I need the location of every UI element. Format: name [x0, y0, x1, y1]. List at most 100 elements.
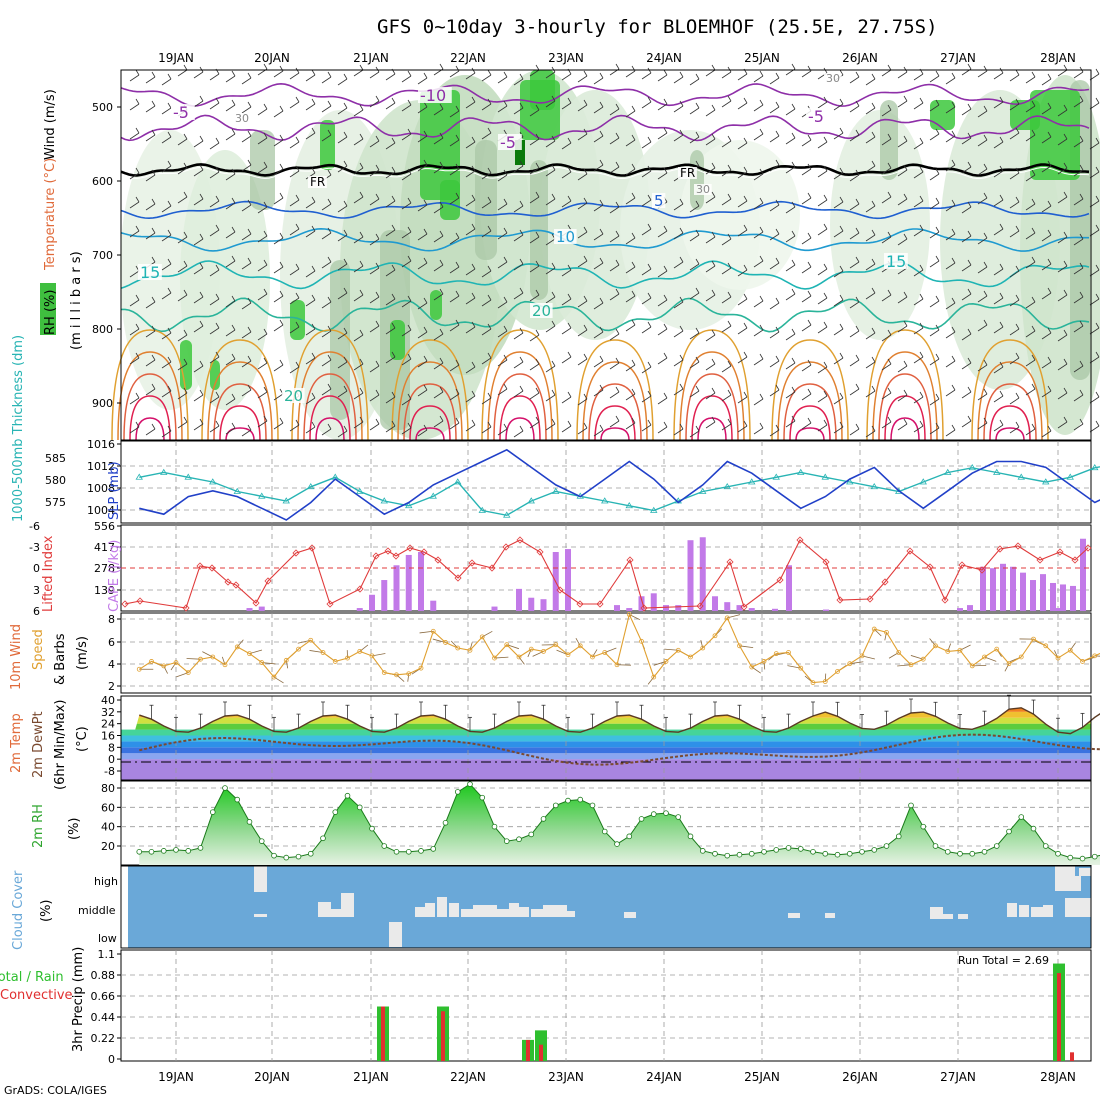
wind10-point	[443, 640, 448, 645]
wind10-barb	[469, 642, 473, 651]
cape-bar	[823, 609, 829, 611]
thickness-point	[797, 468, 805, 475]
precip-label-b: Convective	[0, 988, 73, 1003]
top-date-label: 24JAN	[646, 51, 682, 65]
precip-label-c: 3hr Precip (mm)	[71, 947, 86, 1052]
rh2m-point	[442, 819, 449, 826]
wind10-point	[1031, 636, 1036, 642]
lifted-index-point	[224, 578, 232, 586]
thickness-point	[650, 506, 658, 513]
temp-tick-label: 8	[108, 741, 115, 754]
wind10-barb	[592, 649, 598, 658]
rh2m-point	[467, 781, 473, 787]
rh2m-point	[797, 846, 804, 852]
cape-bar	[381, 580, 388, 611]
lifted-index-point	[516, 536, 524, 544]
wind10-tick-label: 8	[108, 613, 115, 626]
top-date-label: 26JAN	[842, 51, 878, 65]
pressure-tick-label: 600	[92, 175, 113, 188]
wind10-point	[884, 630, 889, 635]
wind10-point	[259, 660, 265, 665]
rh2m-point	[577, 796, 584, 803]
wind10-point	[1006, 661, 1012, 667]
rh2m-point	[993, 843, 1000, 849]
wind10-point	[871, 626, 877, 632]
cloud-gap	[341, 893, 354, 917]
wind10-point	[933, 643, 938, 649]
rh2m-point	[222, 785, 228, 791]
rh2m-point	[871, 847, 878, 853]
rh2m-point	[516, 836, 522, 843]
lifted-index-point	[626, 556, 634, 564]
wind10-barb	[407, 673, 410, 682]
wind10-point	[602, 650, 608, 655]
footer: GrADS: COLA/IGES	[4, 1084, 107, 1097]
lifted-index-point	[776, 576, 784, 584]
rh2m-point	[810, 848, 816, 855]
thickness-label: 1000-500mb Thickness (dm)	[11, 335, 26, 522]
cloud-gap	[254, 914, 267, 917]
lifted-index-point	[372, 552, 380, 560]
rh2m-point	[479, 794, 486, 801]
cape-bar	[1050, 582, 1056, 611]
top-date-label: 22JAN	[450, 51, 486, 65]
rh2m-point	[626, 833, 633, 840]
rh2m-label-b: (%)	[67, 818, 82, 841]
cloud-gap	[1065, 898, 1091, 917]
lifted-index-point	[454, 574, 462, 582]
wind10-point	[982, 654, 987, 660]
temp-tick-label: 16	[101, 730, 115, 743]
pressure-tick-label: 500	[92, 101, 113, 114]
lifted-index-point	[926, 563, 934, 571]
wind10-point	[136, 666, 142, 672]
rh2m-point	[148, 848, 155, 855]
isotherm-labels: -10 -5 -5 -5 FR FR 5 10 15 15 20 20 30 30 30	[138, 72, 908, 405]
isotherm-label: -5	[500, 133, 516, 152]
wind10-barb	[700, 640, 704, 649]
rh2m-point	[430, 846, 437, 852]
wind10-point	[185, 670, 191, 675]
wind10-point	[308, 637, 314, 643]
wind-label: Wind (m/s)	[43, 89, 58, 160]
temp2m-label-a: 2m Temp	[9, 713, 24, 773]
rh2m-point	[785, 845, 792, 851]
cape-bar	[405, 554, 412, 611]
wind10-barb	[527, 648, 532, 658]
wind10-point	[724, 615, 730, 621]
wind10-point	[357, 648, 363, 654]
cloud-gap	[1019, 905, 1029, 917]
rh2m-tick-label: 20	[101, 840, 115, 853]
rh2m-point	[197, 845, 204, 851]
cloud-panel: high middle low Cloud Cover (%)	[11, 865, 1092, 950]
thickness-point	[772, 473, 780, 480]
pressure-axis: 500 600 700 800 900	[92, 101, 121, 410]
rh2m-point	[712, 850, 718, 857]
cloud-gap	[497, 909, 509, 917]
wind10-point	[663, 659, 669, 664]
wind10-point	[492, 655, 497, 661]
cape-bar	[675, 605, 682, 611]
lifted-index-markers	[121, 536, 1092, 612]
wind10-tick-label: 6	[108, 636, 115, 649]
cloud-level-middle: middle	[78, 904, 116, 917]
temp-tick-label: -8	[104, 765, 115, 778]
thickness-point	[944, 468, 952, 475]
wind10-point	[173, 660, 179, 665]
wind10-barb	[518, 656, 525, 665]
top-date-label: 25JAN	[744, 51, 780, 65]
thickness-point	[478, 506, 486, 513]
cape-bar	[528, 597, 535, 611]
cloud-gap	[415, 907, 425, 917]
wind10-barb	[396, 674, 405, 682]
lifted-index-point	[906, 547, 914, 555]
rh2m-point	[822, 850, 829, 857]
rh2m-point	[369, 825, 375, 832]
rh2m-point	[663, 810, 669, 816]
rh2m-point	[234, 796, 241, 803]
cloud-gap	[1067, 876, 1081, 891]
lifted-index-point	[536, 548, 544, 556]
lifted-index-point	[881, 578, 889, 586]
thickness-point	[184, 473, 192, 480]
rh2m-point	[295, 853, 302, 860]
temp-tick-label: 40	[101, 694, 115, 707]
